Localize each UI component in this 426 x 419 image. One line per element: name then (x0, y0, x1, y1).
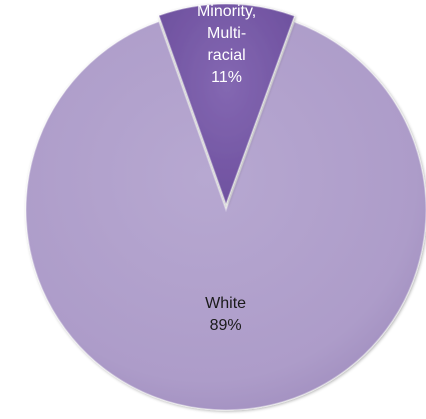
slice-percent-label: 11% (211, 69, 242, 86)
slice-name-label: Minority, (197, 3, 256, 20)
slice-label-white: White 89% (205, 295, 246, 334)
pie-slice-white (25, 20, 426, 411)
pie-slice-minority-multi-racial (157, 3, 296, 207)
slice-name-label: racial (207, 47, 245, 64)
slice-label-minority-multi-racial: Minority, Multi-racial 11% (197, 3, 256, 86)
slice-name-label: Multi- (207, 25, 246, 42)
slice-name-label: White (205, 295, 246, 312)
slice-percent-label: 89% (210, 317, 242, 334)
